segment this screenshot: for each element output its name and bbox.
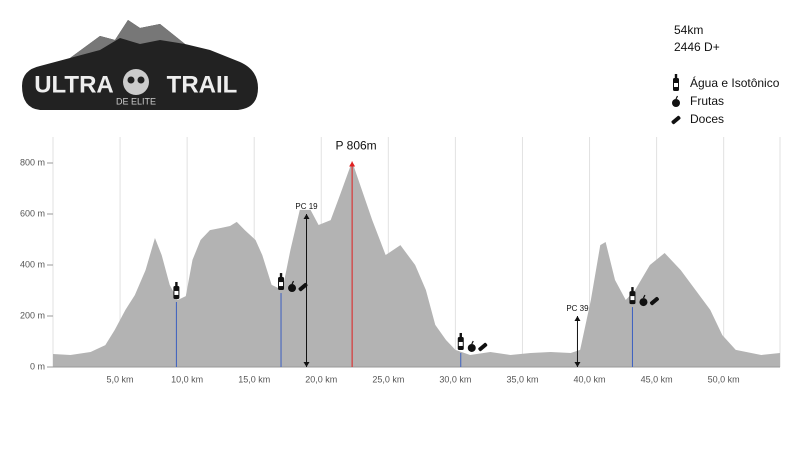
x-tick-label: 25,0 km [372,374,404,384]
checkpoint-label: PC 39 [566,304,589,313]
bottle-neck [459,332,462,338]
logo-text: ULTRA [34,71,114,98]
x-tick-label: 15,0 km [238,374,270,384]
x-tick-label: 30,0 km [439,374,471,384]
y-tick-label: 800 m [20,157,45,167]
checkpoint-arrow [574,362,581,367]
x-tick-label: 35,0 km [506,374,538,384]
logo-shape [22,20,258,110]
legend-label: Frutas [690,94,724,108]
x-tick-label: 40,0 km [574,374,606,384]
y-tick-label: 200 m [20,310,45,320]
x-tick-label: 20,0 km [305,374,337,384]
legend-label: Água e Isotônico [690,75,780,90]
legend-label: Doces [690,112,724,126]
bottle-label [674,83,678,87]
checkpoint-arrow [303,214,310,220]
bottle-neck [175,281,178,287]
elevation-area [53,161,780,367]
x-tick-label: 5,0 km [107,374,134,384]
x-tick-label: 50,0 km [708,374,740,384]
logo-snow [70,20,185,58]
summary-text: 2446 D+ [674,40,720,54]
logo: ULTRA TRAIL DE ELITE [22,20,258,110]
bottle-label [174,290,179,295]
fruit-icon [639,298,648,307]
peak-arrow [349,161,356,167]
bottle-label [458,341,463,346]
logo-text: TRAIL [167,71,238,98]
summary-text: 54km [674,23,703,37]
fruit-icon [288,284,297,293]
bottle-label [630,296,635,301]
candy-icon [478,342,488,352]
checkpoint-label: PC 19 [295,202,318,211]
fruit-stem [642,294,646,299]
fruit-stem [291,280,295,285]
logo-skull [123,69,149,95]
candy-icon [649,296,659,306]
bottle-neck [674,74,678,79]
fruit-icon [672,99,680,107]
bottle-neck [631,287,634,293]
fruit-icon [467,343,476,352]
logo-eye [127,76,135,84]
y-tick-label: 400 m [20,259,45,269]
checkpoint-arrow [574,316,581,322]
logo-eye [137,76,145,84]
fruit-stem [675,95,679,100]
peak-label: P 806m [336,139,377,153]
bottle-neck [279,273,283,279]
y-tick-label: 600 m [20,208,45,218]
y-tick-label: 0 m [30,361,45,371]
fruit-stem [471,340,474,345]
logo-tagline: DE ELITE [116,96,156,106]
bottle-label [279,282,284,287]
checkpoint-arrow [303,362,310,367]
x-tick-label: 10,0 km [171,374,203,384]
candy-icon [298,282,308,292]
x-tick-label: 45,0 km [641,374,673,384]
candy-icon [671,115,681,125]
